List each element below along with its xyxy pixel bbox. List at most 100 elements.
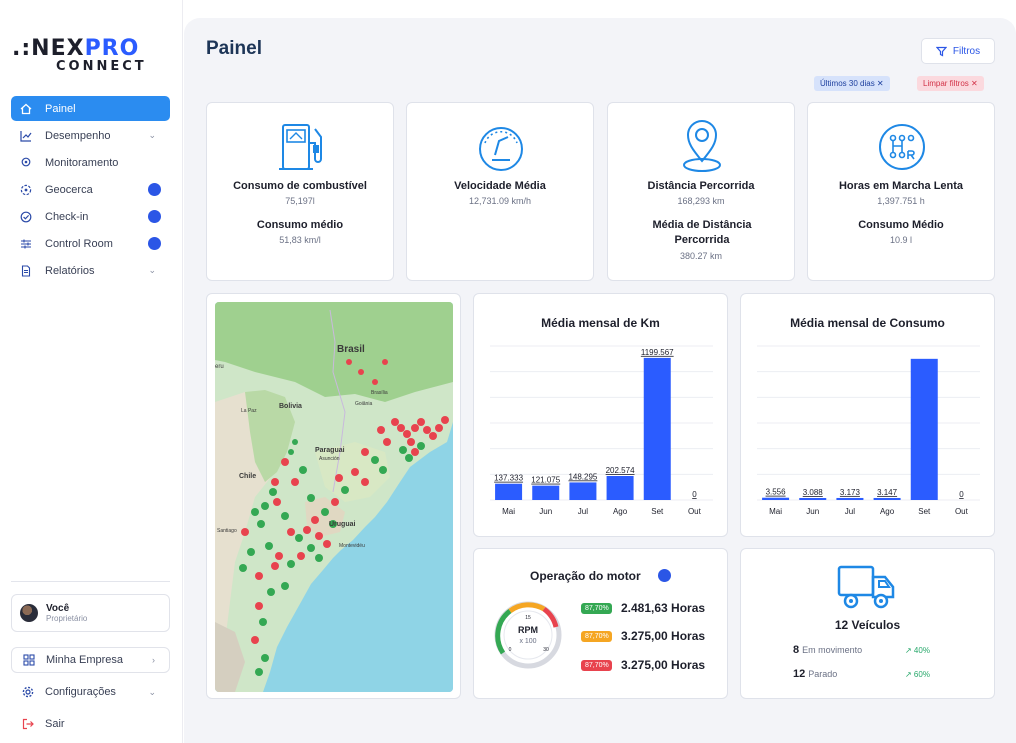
- rpm-unit: x 100: [519, 638, 536, 645]
- map-label-asuncion: Asunción: [319, 456, 340, 462]
- user-profile-card[interactable]: Você Proprietário: [11, 594, 170, 632]
- map-label-uruguai: Uruguai: [329, 521, 356, 528]
- percentage-badge: 87,70%: [581, 602, 612, 614]
- grid-icon: [22, 653, 36, 667]
- map-pin-icon: [683, 120, 721, 172]
- crown-icon: [148, 237, 161, 250]
- engine-hours-row: 87,70% 3.275,00 Horas: [581, 657, 705, 673]
- document-icon: [19, 264, 33, 278]
- check-circle-icon: [19, 210, 33, 224]
- map-label-bolivia: Bolivia: [279, 403, 302, 410]
- stat-title: Distância Percorrida: [647, 180, 755, 192]
- chart-bar[interactable]: [873, 497, 901, 500]
- sidebar-item-monitoramento[interactable]: Monitoramento: [11, 150, 170, 175]
- sliders-icon: [19, 237, 33, 251]
- stat-value: 51,83 km/l: [279, 235, 321, 245]
- user-name: Você: [46, 603, 70, 614]
- moving-percent: ↗ 40%: [905, 646, 930, 655]
- clear-filters-chip[interactable]: Limpar filtros ✕: [917, 76, 984, 91]
- sidebar-item-check-in[interactable]: Check-in: [11, 204, 170, 229]
- stat-value: 1,397.751 h: [877, 196, 925, 206]
- x-tick-label: Set: [651, 507, 664, 516]
- chart-bar[interactable]: [606, 476, 634, 500]
- hours-value: 2.481,63 Horas: [621, 601, 706, 615]
- data-label: 3.173: [840, 488, 861, 497]
- settings-label: Configurações: [45, 686, 116, 698]
- sidebar-nav: Painel Desempenho ⌄ Monitoramento Geocer…: [11, 96, 170, 285]
- sidebar-item-painel[interactable]: Painel: [11, 96, 170, 121]
- logout-button[interactable]: Sair: [11, 711, 170, 737]
- period-filter-chip[interactable]: Últimos 30 dias ✕: [814, 76, 890, 91]
- rpm-gauge: RPM x 100 0 15 30: [494, 601, 562, 669]
- stopped-label: Parado: [808, 669, 838, 679]
- x-tick-label: Jul: [845, 507, 855, 516]
- stat-title: Consumo médio: [256, 219, 344, 231]
- speedometer-icon: [479, 127, 523, 171]
- data-label: 202.574: [606, 466, 635, 475]
- chart-bar[interactable]: [495, 483, 523, 500]
- crown-icon: [148, 210, 161, 223]
- chart-bar[interactable]: [643, 357, 671, 500]
- settings-button[interactable]: Configurações ⌄: [11, 679, 170, 705]
- sidebar-item-relatorios[interactable]: Relatórios ⌄: [11, 258, 170, 283]
- gear-icon: [21, 685, 35, 699]
- stat-value: 10.9 l: [889, 235, 913, 245]
- stat-value: 75,197l: [285, 196, 315, 206]
- map-label-goiania: Goiânia: [355, 401, 372, 407]
- stat-value: 168,293 km: [677, 196, 725, 206]
- vehicle-map[interactable]: Brasil Bolivia Paraguai Chile Uruguai Sa…: [215, 302, 453, 692]
- map-label-peru: eru: [215, 364, 224, 370]
- nexpro-logo[interactable]: .:NEXPRO CONNECT: [12, 38, 157, 78]
- hours-value: 3.275,00 Horas: [621, 629, 706, 643]
- avatar: [20, 604, 38, 622]
- map-label-la-paz: La Paz: [241, 408, 257, 414]
- chart-bar[interactable]: [910, 358, 938, 500]
- chart-bar[interactable]: [569, 482, 597, 500]
- data-label: 3.147: [877, 488, 898, 497]
- logo-text: .:NEX: [12, 36, 85, 61]
- chart-bar[interactable]: [532, 485, 560, 500]
- map-label-brasil: Brasil: [337, 344, 365, 355]
- vehicles-card: 12 Veículos 8 Em movimento ↗ 40% 12 Parado…: [740, 548, 995, 699]
- logout-label: Sair: [45, 718, 65, 730]
- chevron-right-icon: ›: [152, 655, 155, 665]
- x-tick-label: Ago: [880, 507, 895, 516]
- stat-value: 380.27 km: [679, 251, 723, 261]
- stat-value: 12,731.09 km/h: [468, 196, 532, 206]
- chart-bar[interactable]: [799, 498, 827, 500]
- sidebar-item-control-room[interactable]: Control Room: [11, 231, 170, 256]
- stopped-percent: ↗ 60%: [905, 670, 930, 679]
- engine-hours-row: 87,70% 3.275,00 Horas: [581, 628, 705, 644]
- chart-title: Média mensal de Km: [541, 316, 660, 330]
- company-button[interactable]: Minha Empresa ›: [11, 647, 170, 673]
- data-label: 148.295: [568, 472, 597, 481]
- engine-operation-card: Operação do motor RPM x 100 0 15 30 87,7…: [473, 548, 728, 699]
- sidebar-item-label: Painel: [45, 102, 76, 115]
- gauge-tick: 30: [543, 647, 549, 653]
- average-speed-card: Velocidade Média 12,731.09 km/h: [406, 102, 594, 281]
- chart-bar[interactable]: [836, 497, 864, 500]
- sidebar-item-label: Geocerca: [45, 183, 93, 196]
- percentage-badge: 87,70%: [581, 659, 612, 671]
- km-bar-chart: 137.333 Mai 121.075 Jun 148.295 Jul 202.574 Ago…: [490, 345, 713, 516]
- filters-button[interactable]: Filtros: [921, 38, 995, 64]
- stat-title: Média de Distância Percorrida: [652, 219, 752, 246]
- data-label: 121.075: [531, 476, 560, 485]
- vehicles-moving-row: 8 Em movimento: [793, 644, 862, 656]
- consumption-bar-chart: 3.556 Mai 3.088 Jun 3.173 Jul 3.147 Ago Set 0 Out: [757, 345, 980, 516]
- chart-bar[interactable]: [762, 497, 790, 500]
- percentage-badge: 87,70%: [581, 630, 612, 642]
- vehicle-markers: [239, 359, 449, 676]
- sidebar-item-desempenho[interactable]: Desempenho ⌄: [11, 123, 170, 148]
- rpm-label: RPM: [518, 625, 538, 635]
- filters-label: Filtros: [952, 45, 981, 57]
- x-tick-label: Mai: [769, 507, 782, 516]
- idle-hours-card: Horas em Marcha Lenta 1,397.751 h Consum…: [807, 102, 995, 281]
- logo-subtext: CONNECT: [56, 59, 147, 74]
- x-tick-label: Out: [688, 507, 702, 516]
- map-svg: Brasil Bolivia Paraguai Chile Uruguai Sa…: [215, 302, 453, 692]
- geofence-icon: [19, 183, 33, 197]
- chart-title: Média mensal de Consumo: [790, 316, 945, 330]
- vehicles-stopped-row: 12 Parado: [793, 668, 837, 680]
- sidebar-item-geocerca[interactable]: Geocerca: [11, 177, 170, 202]
